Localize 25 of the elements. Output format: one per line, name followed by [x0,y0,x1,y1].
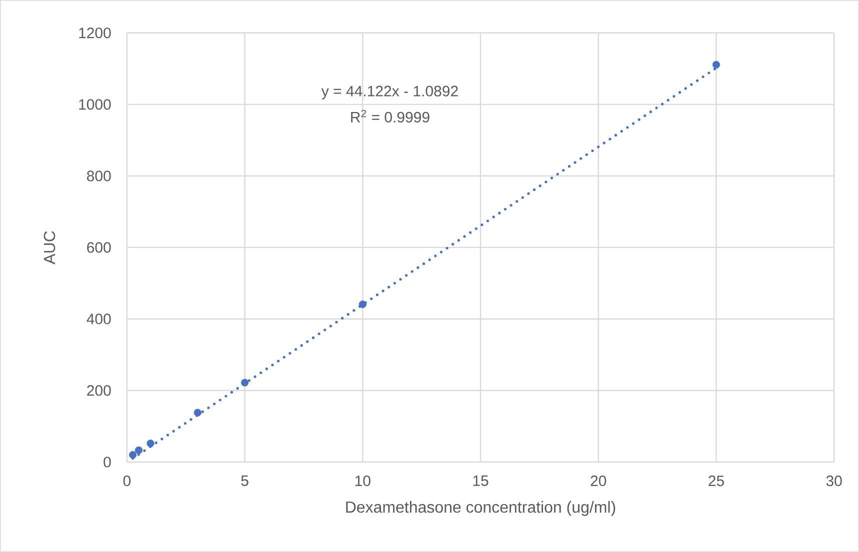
point [134,446,143,454]
x-tick-label: 20 [590,476,606,486]
y-tick-label: 400 [86,314,111,324]
point [146,440,154,448]
point [194,408,202,416]
point [712,60,720,69]
annotation: y = 44.122x - 1.0892 [321,86,458,100]
y-axis-title: AUC [44,231,56,264]
y-tick-label: 200 [87,385,111,396]
point [358,300,366,308]
annotation: R$^{2}$ = 0.9999 [351,110,430,123]
y-tick-label: 800 [87,170,111,182]
y-tick-label: 1000 [79,99,111,110]
x-tick-label: 10 [355,476,370,486]
x-tick-label: 5 [241,476,248,486]
x-tick-label: 15 [473,476,488,486]
y-tick-label: 600 [87,242,111,253]
point [240,378,249,386]
x-tick-label: 25 [708,476,724,486]
y-tick-label: 0 [104,456,111,468]
x-axis-title: Dexamethasone concentration (ug/ml) [346,501,616,516]
y-tick-label: 1200 [79,28,111,38]
point [129,451,137,459]
x-tick-label: 30 [826,476,842,486]
x-tick-label: 0 [123,476,131,486]
